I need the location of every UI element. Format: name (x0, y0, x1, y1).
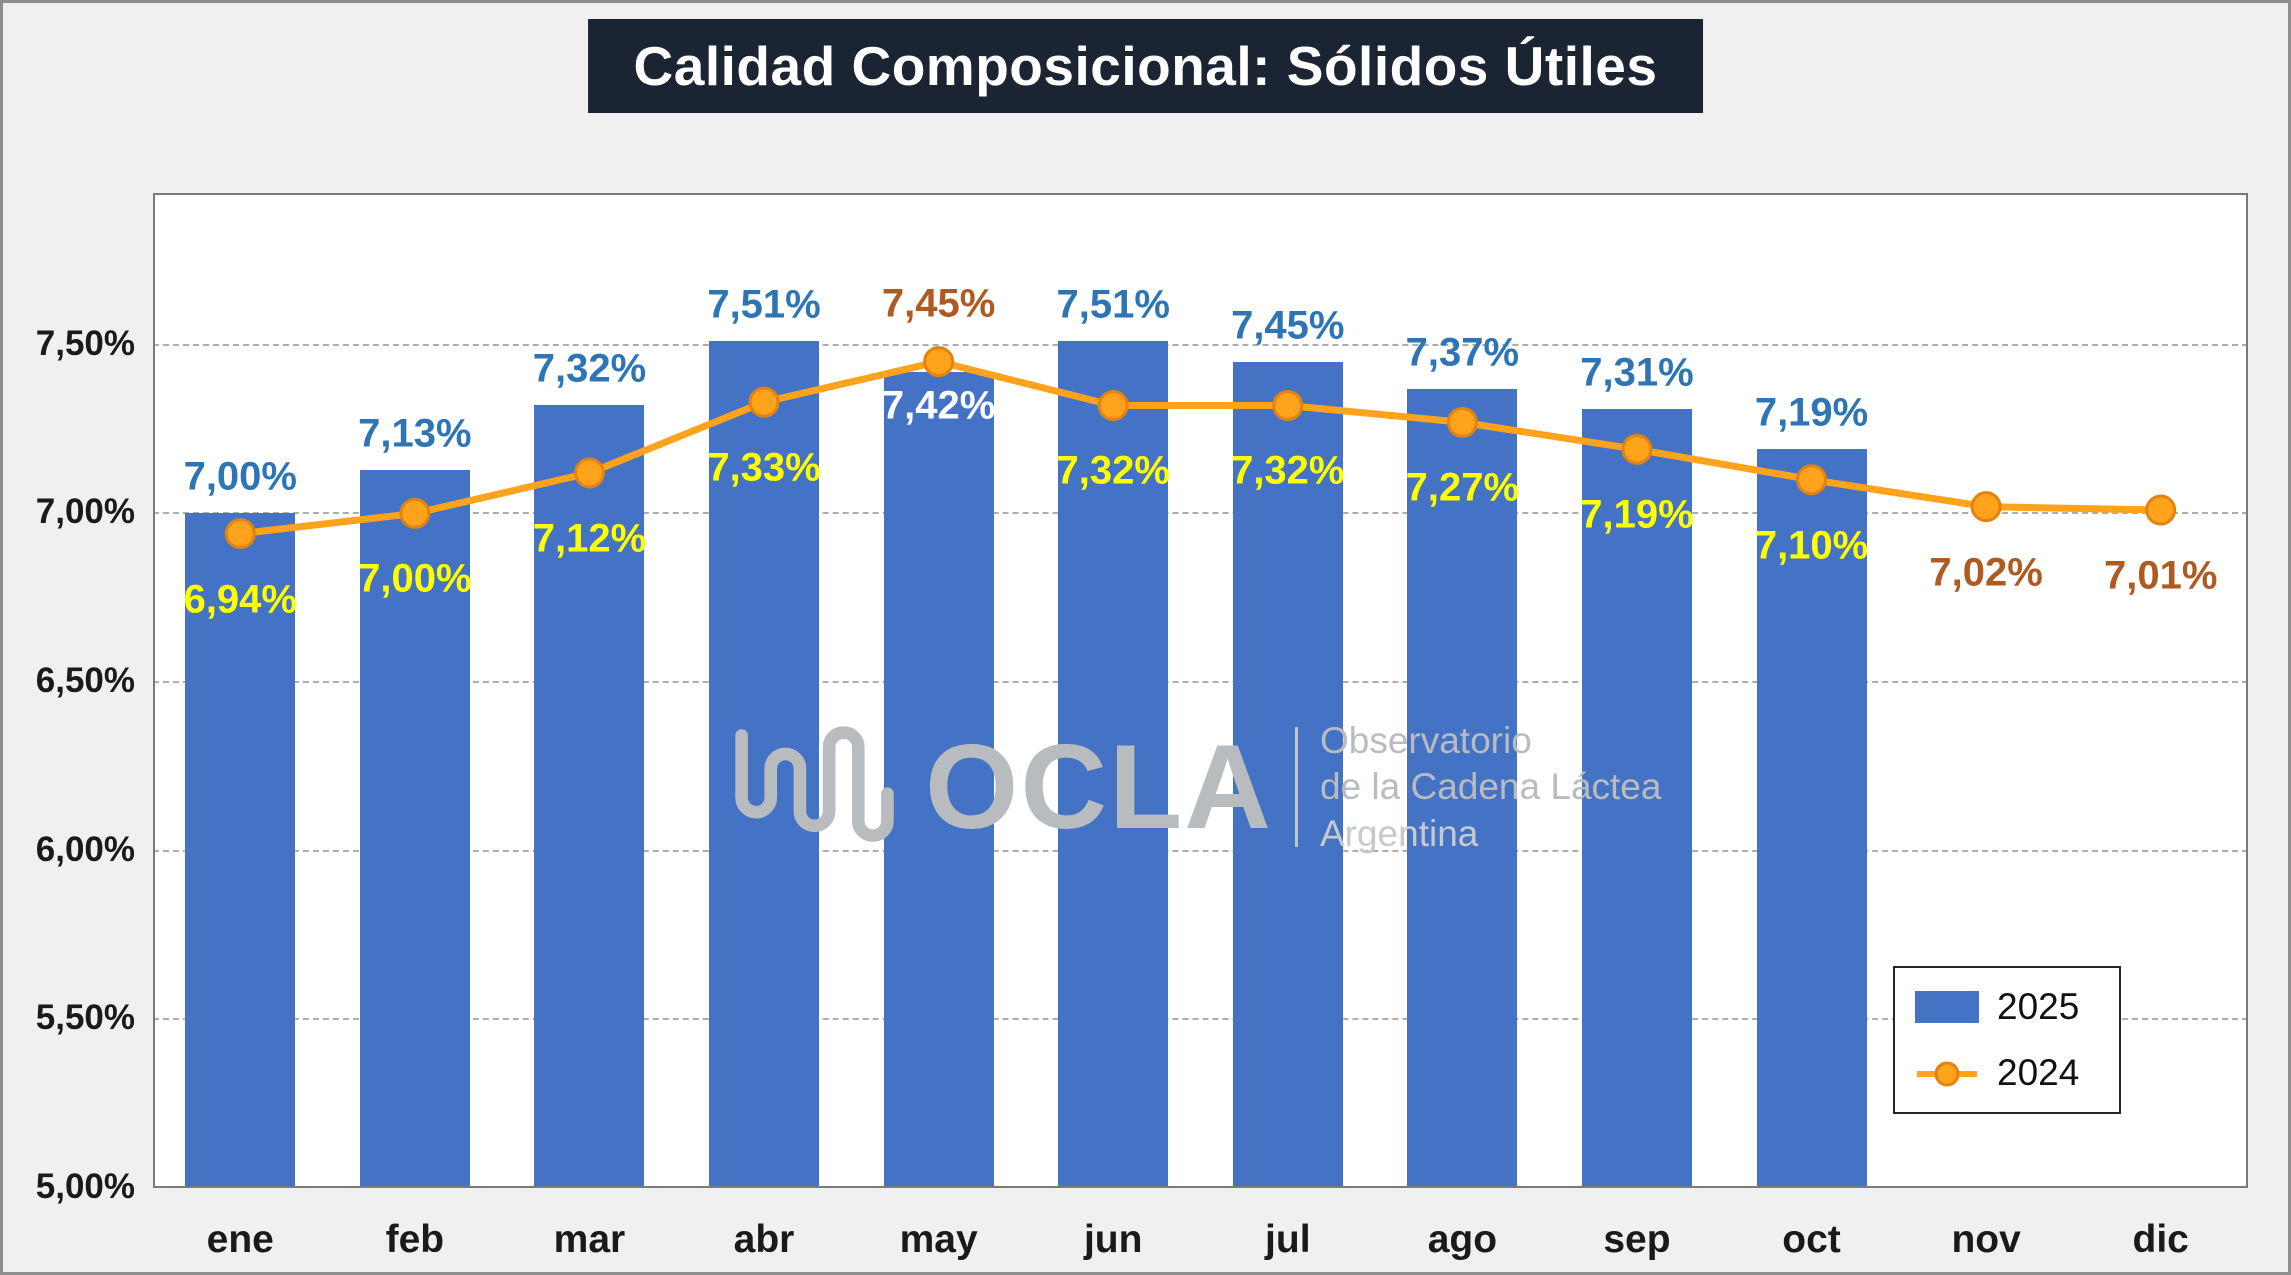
watermark-subtitle: Observatorio de la Cadena Láctea Argenti… (1320, 718, 1662, 857)
gridline (153, 512, 2248, 515)
line-marker-oct (1796, 464, 1828, 496)
y-axis-tick-label: 6,50% (35, 661, 135, 701)
y-axis-tick-label: 6,00% (35, 829, 135, 869)
bar-2025-mar (534, 405, 645, 1188)
data-label-2024-feb: 7,00% (358, 556, 472, 601)
line-marker-feb (399, 497, 431, 529)
watermark-logo-text: OCLA (925, 720, 1273, 855)
data-label-2024-jun: 7,32% (1056, 448, 1170, 493)
legend-item-2025: 2025 (1915, 986, 2099, 1028)
bar-2025-oct (1756, 449, 1867, 1188)
line-marker-sep (1621, 433, 1653, 465)
legend: 2025 2024 (1893, 966, 2121, 1114)
line-marker-ago (1446, 406, 1478, 438)
line-marker-nov (1970, 491, 2002, 523)
data-label-2024-ene: 6,94% (183, 577, 297, 622)
data-label-2025-mar: 7,32% (532, 346, 647, 391)
x-axis-month-label: may (899, 1218, 978, 1261)
x-axis-month-label: jun (1083, 1218, 1143, 1261)
line-marker-ene (224, 518, 256, 550)
data-label-2025-abr: 7,51% (707, 282, 821, 327)
legend-line-swatch (1915, 1057, 1979, 1089)
bar-2025-may (883, 371, 994, 1188)
line-marker-dic (2145, 494, 2177, 526)
line-series-2024 (224, 346, 2177, 550)
gridline (153, 343, 2248, 346)
legend-item-2024: 2024 (1915, 1052, 2099, 1094)
data-label-2024-may: 7,45% (881, 281, 996, 326)
x-axis-month-label: jul (1265, 1218, 1311, 1261)
line-path-2024 (236, 358, 2165, 538)
watermark-line-2: de la Cadena Láctea (1319, 766, 1662, 808)
line-marker-jun (1097, 389, 1129, 421)
y-axis-tick-label: 5,50% (35, 998, 135, 1038)
data-label-2024-dic: 7,01% (2103, 553, 2218, 598)
data-label-2025-ago: 7,37% (1405, 330, 1520, 375)
x-axis-month-label: sep (1603, 1218, 1671, 1261)
data-label-2024-nov: 7,02% (1929, 550, 2043, 595)
x-axis-month-label: dic (2132, 1218, 2189, 1261)
gridline (153, 1018, 2248, 1021)
x-axis-month-label: oct (1782, 1218, 1841, 1261)
data-label-2025-oct: 7,19% (1754, 390, 1869, 435)
y-axis-tick-label: 7,00% (35, 492, 135, 532)
plot-area: OCLA Observatorio de la Cadena Láctea Ar… (36, 193, 2248, 1261)
bar-2025-sep (1581, 408, 1692, 1188)
x-axis-month-label: ene (206, 1218, 274, 1261)
watermark: OCLA Observatorio de la Cadena Láctea Ar… (728, 718, 1661, 857)
line-marker-mar (573, 457, 605, 489)
data-label-2025-jul: 7,45% (1231, 303, 1345, 348)
data-label-2025-may: 7,42% (881, 383, 996, 428)
legend-bar-swatch (1915, 991, 1979, 1023)
chart-title: Calidad Composicional: Sólidos Útiles (587, 19, 1704, 113)
y-axis-tick-label: 5,00% (35, 1167, 135, 1206)
legend-label-2025: 2025 (1997, 986, 2080, 1027)
data-label-2024-mar: 7,12% (532, 516, 647, 561)
x-axis-month-label: feb (385, 1218, 445, 1261)
data-label-2024-ago: 7,27% (1405, 465, 1520, 510)
x-axis-month-label: nov (1951, 1218, 2021, 1261)
x-axis-month-label: ago (1427, 1218, 1498, 1261)
data-label-2024-sep: 7,19% (1580, 492, 1694, 537)
bar-2025-jun (1058, 341, 1169, 1188)
gridline (153, 849, 2248, 852)
watermark-line-1: Observatorio (1319, 720, 1532, 761)
data-label-2025-ene: 7,00% (183, 454, 297, 499)
x-axis-month-label: mar (553, 1218, 626, 1261)
line-marker-jul (1272, 389, 1304, 421)
y-axis-tick-label: 7,50% (35, 323, 135, 363)
watermark-line-3: Argentina (1319, 812, 1479, 854)
legend-line-marker (1934, 1061, 1960, 1087)
data-label-2024-abr: 7,33% (707, 445, 821, 490)
data-label-2025-feb: 7,13% (358, 411, 472, 456)
bar-2025-jul (1232, 361, 1343, 1188)
bar-2025-feb (359, 469, 470, 1188)
ocla-wave-icon (728, 720, 903, 855)
watermark-divider (1294, 727, 1298, 848)
gridline (153, 681, 2248, 684)
bar-2025-ene (185, 513, 296, 1188)
legend-label-2024: 2024 (1997, 1052, 2080, 1093)
data-label-2025-jun: 7,51% (1056, 282, 1170, 327)
bar-2025-ago (1407, 388, 1518, 1188)
data-label-2024-jul: 7,32% (1231, 448, 1345, 493)
x-axis-month-label: abr (733, 1218, 795, 1261)
line-marker-abr (748, 386, 780, 418)
data-label-2024-oct: 7,10% (1754, 523, 1869, 568)
line-marker-may (923, 346, 955, 378)
data-label-2025-sep: 7,31% (1580, 350, 1694, 395)
